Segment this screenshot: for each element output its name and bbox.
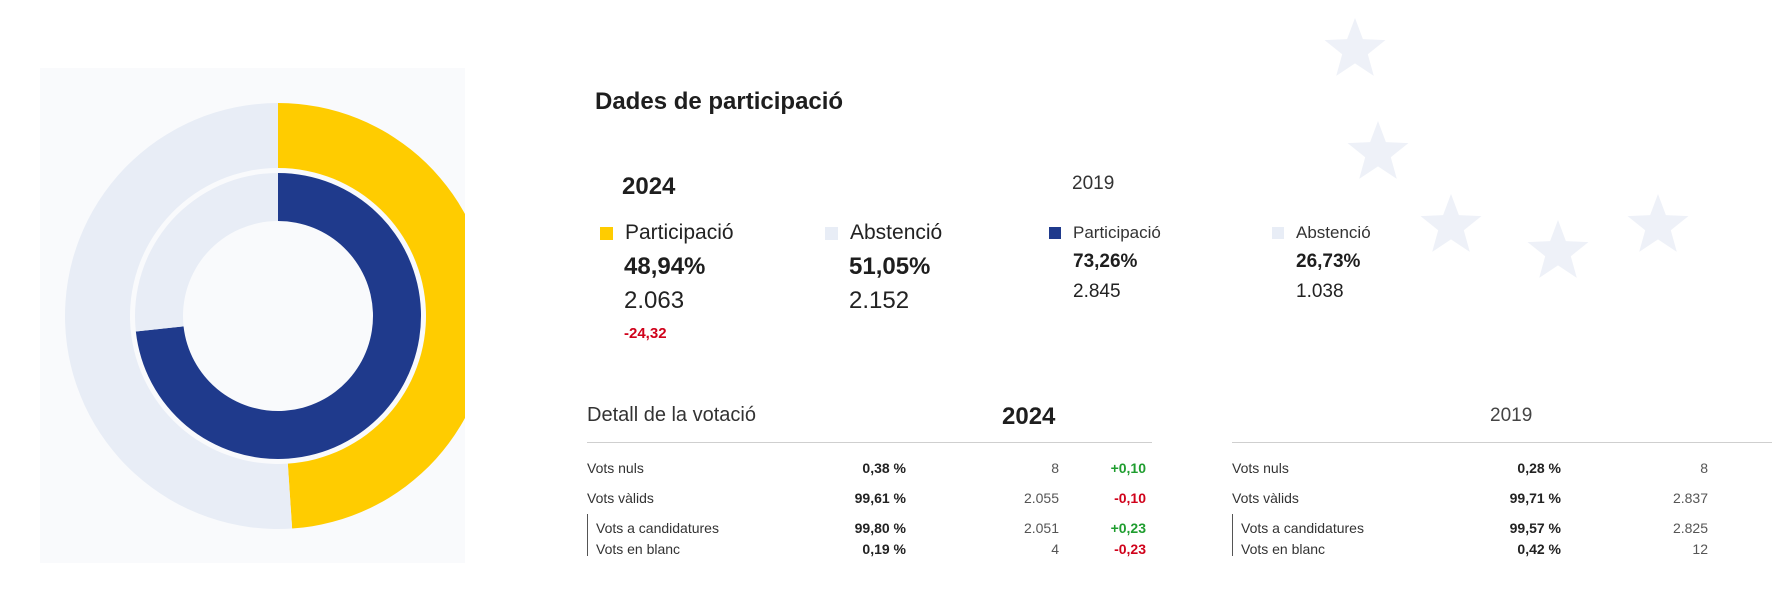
previous-abstention: Abstenció 26,73% 1.038 <box>1272 223 1371 303</box>
row-pct: 99,61 % <box>854 490 906 506</box>
row-label: Vots nuls <box>1232 460 1289 476</box>
row-pct: 99,71 % <box>1509 490 1561 506</box>
abstention-label: Abstenció <box>850 221 943 244</box>
row-label: Vots vàlids <box>587 490 654 506</box>
row-pct: 0,19 % <box>862 541 906 557</box>
row-change: +0,10 <box>1110 460 1146 476</box>
row-label: Vots en blanc <box>596 541 681 557</box>
table-row: Vots vàlids 99,71 % 2.837 <box>1232 490 1712 510</box>
detail-year: 2024 <box>1002 403 1056 430</box>
row-count: 8 <box>1700 460 1708 476</box>
row-label: Vots a candidatures <box>1241 520 1364 536</box>
page-title: Dades de participació <box>595 88 844 115</box>
row-label: Vots nuls <box>587 460 644 476</box>
current-abstention: Abstenció 51,05% 2.152 <box>825 221 942 315</box>
row-count: 12 <box>1692 541 1708 557</box>
prev-abstention-count: 1.038 <box>1296 281 1344 302</box>
table-row: Vots a candidatures 99,80 % 2.051 +0,23 <box>587 520 1152 540</box>
detail-prev-year: 2019 <box>1490 405 1533 426</box>
participation-2019-swatch <box>1049 227 1061 239</box>
row-label: Vots vàlids <box>1232 490 1299 506</box>
donut-slice-2024-participacio <box>278 103 465 529</box>
star-icon <box>1347 121 1409 179</box>
detail-title: Detall de la votació <box>587 404 756 426</box>
row-count: 8 <box>1051 460 1059 476</box>
star-icon <box>1324 18 1386 76</box>
participation-pct: 48,94% <box>624 253 706 280</box>
abstention-2024-swatch <box>825 226 838 240</box>
abstention-count: 2.152 <box>849 287 910 314</box>
previous-participation: Participació 73,26% 2.845 <box>1049 223 1161 303</box>
participation-change: -24,32 <box>624 325 667 342</box>
row-count: 2.055 <box>1023 490 1059 506</box>
row-change: -0,23 <box>1114 541 1146 557</box>
prev-abstention-label: Abstenció <box>1296 223 1371 242</box>
current-participation: Participació 48,94% 2.063 -24,32 <box>600 221 734 342</box>
table-row: Vots nuls 0,38 % 8 +0,10 <box>587 460 1152 480</box>
row-change: -0,10 <box>1114 490 1146 506</box>
row-pct: 0,38 % <box>862 460 906 476</box>
abstention-2019-swatch <box>1272 227 1284 239</box>
chart-panel <box>40 68 465 563</box>
donut-slice-2019-abstencio <box>135 173 278 332</box>
participation-2024-swatch <box>600 226 613 240</box>
star-icon <box>1627 194 1689 252</box>
prev-participation-pct: 73,26% <box>1073 251 1138 272</box>
detail-divider-previous <box>1232 442 1772 443</box>
table-row: Vots en blanc 0,42 % 12 <box>1232 541 1712 561</box>
row-count: 2.051 <box>1023 520 1059 536</box>
row-pct: 0,42 % <box>1517 541 1561 557</box>
prev-participation-label: Participació <box>1073 223 1161 242</box>
star-icon <box>1420 194 1482 252</box>
row-count: 2.825 <box>1672 520 1708 536</box>
row-count: 2.837 <box>1672 490 1708 506</box>
table-row: Vots en blanc 0,19 % 4 -0,23 <box>587 541 1152 561</box>
star-icon <box>1527 220 1589 278</box>
detail-divider-current <box>587 442 1152 443</box>
previous-year-label: 2019 <box>1072 173 1115 194</box>
current-year-label: 2024 <box>622 173 676 200</box>
table-row: Vots nuls 0,28 % 8 <box>1232 460 1712 480</box>
prev-abstention-pct: 26,73% <box>1296 251 1361 272</box>
row-count: 4 <box>1051 541 1059 557</box>
donut-slice-2019-participacio <box>135 173 421 459</box>
abstention-pct: 51,05% <box>849 253 931 280</box>
table-row: Vots vàlids 99,61 % 2.055 -0,10 <box>587 490 1152 510</box>
participation-donut-chart <box>64 103 465 529</box>
prev-participation-count: 2.845 <box>1073 281 1121 302</box>
table-row: Vots a candidatures 99,57 % 2.825 <box>1232 520 1712 540</box>
row-label: Vots a candidatures <box>596 520 719 536</box>
participation-count: 2.063 <box>624 287 685 314</box>
subgroup-indicator <box>1232 514 1233 556</box>
row-change: +0,23 <box>1110 520 1146 536</box>
row-label: Vots en blanc <box>1241 541 1326 557</box>
row-pct: 0,28 % <box>1517 460 1561 476</box>
participation-label: Participació <box>625 221 734 244</box>
donut-slice-2024-abstencio <box>64 103 293 529</box>
row-pct: 99,57 % <box>1509 520 1561 536</box>
row-pct: 99,80 % <box>854 520 906 536</box>
subgroup-indicator <box>587 514 588 556</box>
